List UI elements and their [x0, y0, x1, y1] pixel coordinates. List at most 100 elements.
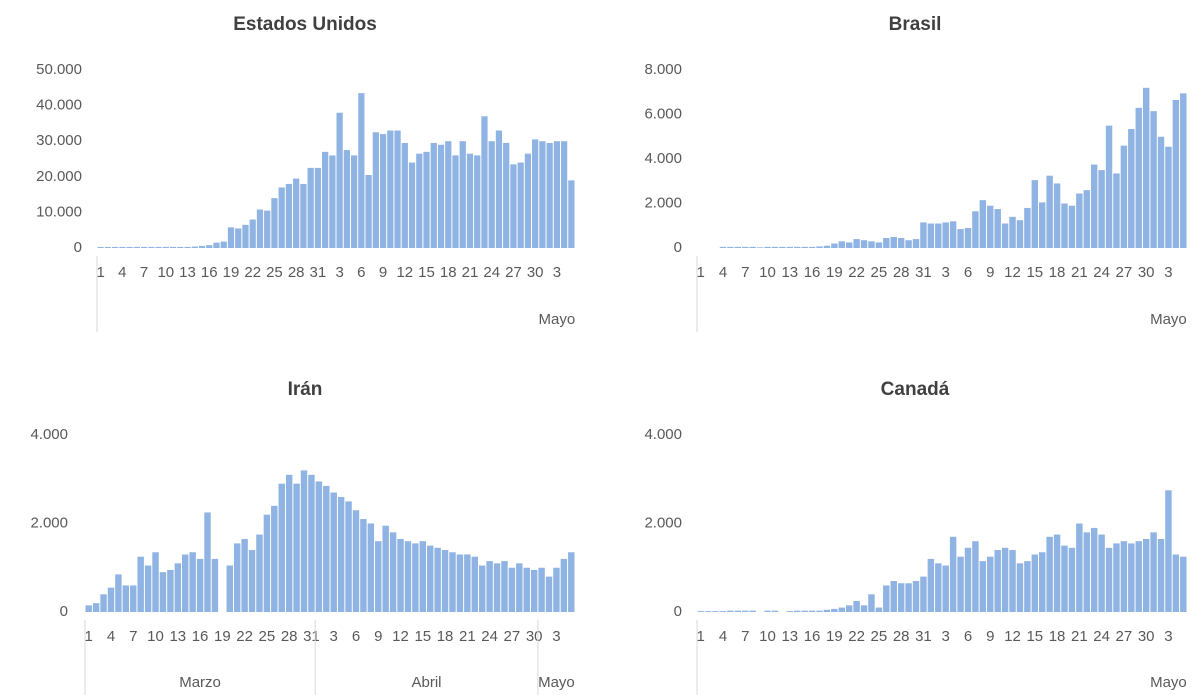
bar: [712, 611, 719, 612]
bar: [300, 183, 307, 248]
bar: [1135, 107, 1142, 248]
x-tick-label: 3: [552, 628, 560, 645]
bar: [897, 237, 905, 248]
bar: [1068, 205, 1076, 248]
bar: [379, 134, 387, 248]
bar: [1083, 532, 1090, 612]
y-tick-label: 10.000: [36, 203, 82, 220]
bar: [697, 611, 704, 612]
x-tick-label: 28: [281, 628, 298, 645]
bar: [372, 132, 379, 248]
x-tick-label: 10: [759, 264, 776, 281]
bar: [860, 605, 868, 612]
bar: [307, 167, 314, 248]
bar: [481, 116, 488, 248]
bar: [883, 585, 890, 612]
bar: [523, 567, 530, 612]
x-tick-label: 25: [266, 264, 283, 281]
x-tick-label: 25: [871, 264, 888, 281]
bar: [213, 242, 220, 248]
bar: [553, 567, 560, 612]
bar: [412, 543, 419, 612]
x-tick-label: 1: [697, 628, 705, 645]
y-tick-label: 0: [674, 239, 682, 256]
bar: [285, 183, 293, 248]
bar: [987, 205, 994, 248]
bar: [126, 246, 133, 248]
bar: [285, 474, 293, 612]
bar: [1128, 543, 1135, 612]
x-tick-label: 10: [759, 628, 776, 645]
bar: [115, 574, 122, 612]
bar: [823, 609, 831, 612]
x-tick-label: 16: [201, 264, 218, 281]
bar: [568, 180, 575, 248]
bar: [471, 556, 478, 612]
chart-title: Irán: [288, 379, 323, 400]
bar: [1120, 541, 1128, 612]
y-tick-label: 4.000: [644, 150, 682, 167]
bar: [488, 141, 495, 248]
bar: [264, 210, 271, 248]
bar: [233, 543, 241, 612]
bar: [350, 155, 358, 248]
x-tick-label: 18: [1049, 264, 1066, 281]
chart-panel: Estados Unidos 0 10.000 20.000 30.000 40.000 5…: [36, 14, 575, 332]
bar: [97, 246, 104, 248]
bar: [927, 223, 935, 248]
bar: [271, 198, 278, 248]
bar: [771, 246, 779, 248]
bar: [1142, 87, 1150, 248]
bar: [1046, 536, 1053, 612]
bar: [367, 523, 375, 612]
bar: [1172, 100, 1180, 248]
month-label: Mayo: [1150, 311, 1187, 328]
bar: [162, 246, 169, 248]
y-tick-label: 4.000: [30, 426, 68, 443]
bar: [704, 611, 712, 612]
bar: [868, 241, 875, 248]
bar: [734, 610, 742, 612]
bar: [1128, 128, 1135, 248]
bar: [133, 246, 140, 248]
bar: [808, 610, 816, 612]
bar: [1180, 556, 1187, 612]
bar: [510, 164, 517, 248]
x-tick-label: 24: [1093, 264, 1110, 281]
bar: [478, 565, 486, 612]
x-tick-label: 21: [1071, 628, 1088, 645]
x-tick-label: 21: [459, 628, 476, 645]
bar: [198, 245, 206, 248]
bar: [546, 142, 553, 248]
x-tick-label: 22: [236, 628, 253, 645]
bar: [182, 554, 189, 612]
x-tick-label: 21: [1071, 264, 1088, 281]
bar: [1142, 538, 1150, 612]
bar: [159, 572, 167, 612]
y-tick-label: 2.000: [644, 194, 682, 211]
bar: [184, 246, 191, 248]
x-tick-label: 7: [129, 628, 137, 645]
x-tick-label: 13: [781, 264, 798, 281]
bar: [538, 567, 545, 612]
y-tick-label: 50.000: [36, 61, 82, 78]
bar: [427, 545, 434, 612]
bar: [416, 153, 423, 248]
x-tick-label: 16: [192, 628, 209, 645]
x-tick-label: 25: [259, 628, 276, 645]
x-tick-label: 3: [942, 628, 950, 645]
x-tick-label: 19: [826, 628, 843, 645]
bar: [1053, 534, 1061, 612]
bar: [382, 525, 389, 612]
bar: [530, 569, 538, 612]
x-tick-label: 4: [719, 264, 727, 281]
bar: [226, 565, 233, 612]
bar: [375, 541, 382, 612]
x-tick-label: 18: [1049, 628, 1066, 645]
bar: [1046, 175, 1053, 248]
x-tick-label: 13: [169, 628, 186, 645]
x-tick-label: 13: [179, 264, 196, 281]
x-tick-label: 15: [418, 264, 435, 281]
month-label: Mayo: [539, 311, 576, 328]
